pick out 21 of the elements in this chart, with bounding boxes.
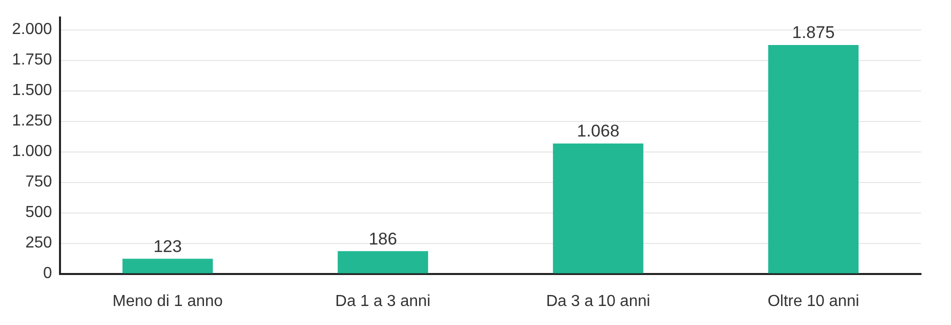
bar (122, 258, 213, 274)
y-tick-label: 1.500 (12, 82, 52, 100)
data-label: 123 (153, 236, 182, 256)
y-tick-label: 250 (25, 234, 52, 252)
data-label: 1.875 (792, 23, 835, 42)
data-label: 1.068 (576, 122, 620, 141)
y-tick-label: 2.000 (12, 21, 52, 38)
x-tick-label: Da 3 a 10 anni (546, 292, 650, 310)
data-label: 186 (368, 229, 398, 248)
y-tick-label: 750 (25, 174, 52, 191)
bar (552, 144, 644, 274)
x-tick-label: Oltre 10 anni (768, 292, 860, 310)
bar (768, 45, 859, 274)
x-tick-label: Meno di 1 anno (112, 292, 223, 310)
y-tick-label: 1.750 (12, 52, 52, 69)
y-tick-label: 0 (43, 265, 52, 282)
y-tick-label: 1.250 (12, 112, 52, 130)
y-tick-label: 500 (25, 204, 52, 222)
bar (338, 251, 428, 274)
y-tick-label: 1.000 (12, 143, 52, 160)
x-tick-label: Da 1 a 3 anni (335, 292, 430, 310)
